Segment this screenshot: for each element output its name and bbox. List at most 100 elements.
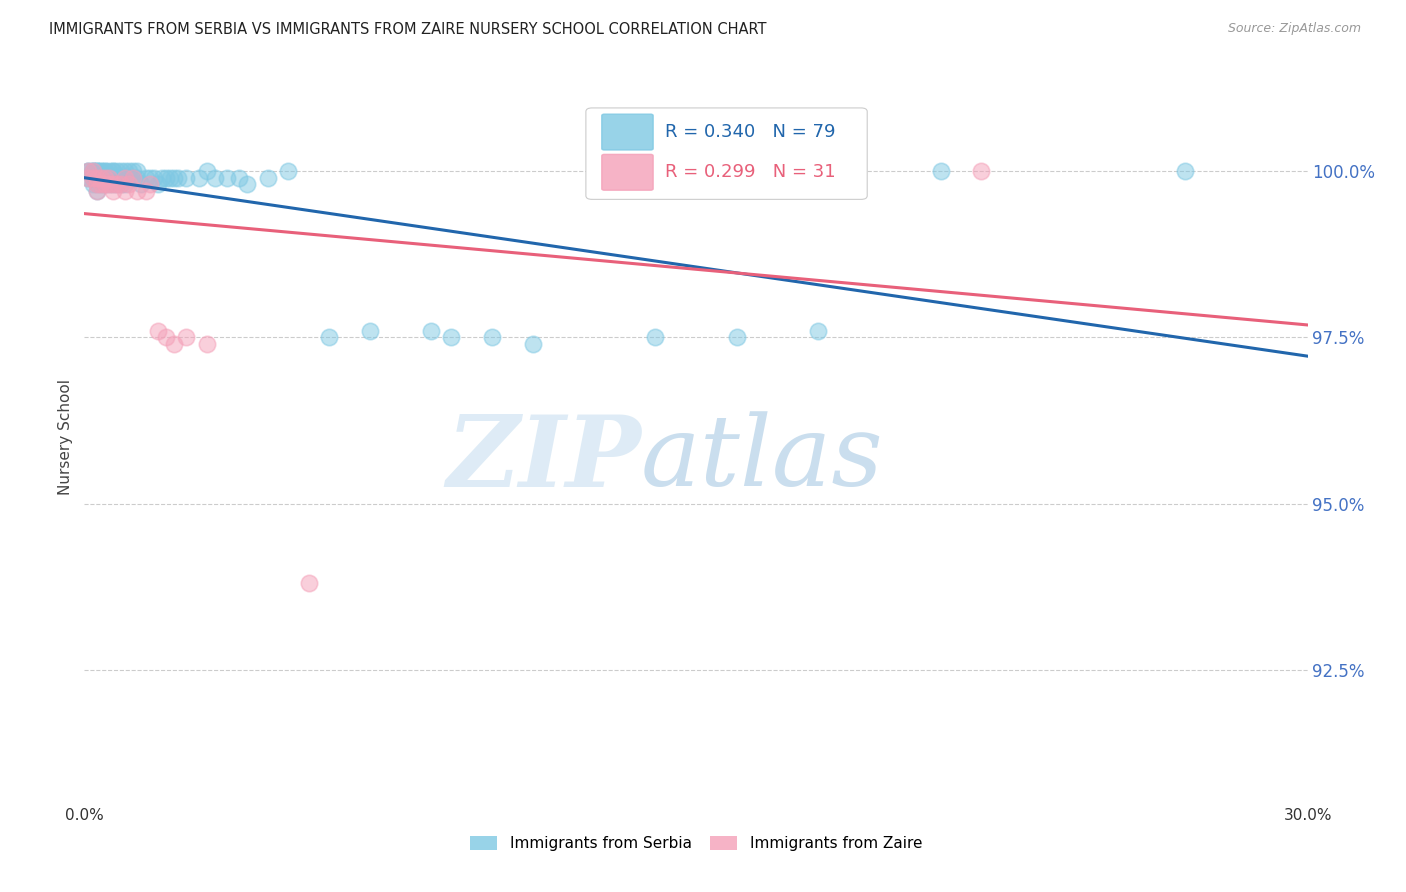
Point (77, 164, 100, 178)
Point (97, 178, 120, 192)
Point (127, 170, 149, 185)
Point (86, 164, 108, 178)
Text: ZIP: ZIP (446, 411, 641, 508)
Point (163, 170, 186, 185)
Point (138, 178, 160, 192)
Point (82, 170, 104, 185)
Point (440, 330, 463, 344)
Point (195, 164, 218, 178)
Point (127, 184, 149, 198)
Text: R = 0.340   N = 79: R = 0.340 N = 79 (665, 123, 837, 141)
Text: atlas: atlas (641, 411, 884, 507)
Point (644, 330, 666, 344)
FancyBboxPatch shape (602, 114, 654, 150)
Text: Source: ZipAtlas.com: Source: ZipAtlas.com (1227, 22, 1361, 36)
Point (970, 164, 993, 178)
Point (138, 170, 160, 185)
Point (142, 170, 165, 185)
Point (90, 178, 112, 192)
Point (82, 164, 104, 178)
Point (135, 170, 157, 185)
Point (93, 164, 115, 178)
Point (97, 170, 120, 185)
Point (110, 178, 132, 192)
Y-axis label: Nursery School: Nursery School (58, 379, 73, 495)
Point (101, 170, 124, 185)
Point (127, 164, 149, 178)
Point (86, 170, 108, 185)
Point (118, 178, 141, 192)
Point (135, 184, 157, 198)
Point (146, 324, 169, 338)
Point (155, 330, 177, 344)
Point (481, 330, 503, 344)
Point (82, 178, 104, 192)
Point (105, 178, 128, 192)
Point (105, 164, 128, 178)
Point (86, 184, 108, 198)
Point (114, 170, 136, 185)
Point (97, 178, 120, 192)
Point (86, 170, 108, 185)
Legend: Immigrants from Serbia, Immigrants from Zaire: Immigrants from Serbia, Immigrants from … (464, 830, 928, 857)
Point (90, 164, 112, 178)
Point (1174, 164, 1197, 178)
Point (77, 170, 100, 185)
Point (101, 184, 124, 198)
Point (122, 164, 145, 178)
Point (86, 178, 108, 192)
Point (155, 170, 177, 185)
Point (101, 178, 124, 192)
Point (110, 170, 132, 185)
Point (217, 170, 239, 185)
Point (86, 184, 108, 198)
Point (228, 170, 250, 185)
Point (90, 170, 112, 185)
Point (159, 170, 181, 185)
Point (420, 324, 443, 338)
Point (101, 164, 124, 178)
Point (359, 324, 381, 338)
Point (118, 170, 141, 185)
Point (101, 164, 124, 178)
Point (114, 164, 136, 178)
Text: R = 0.299   N = 31: R = 0.299 N = 31 (665, 163, 837, 181)
Text: IMMIGRANTS FROM SERBIA VS IMMIGRANTS FROM ZAIRE NURSERY SCHOOL CORRELATION CHART: IMMIGRANTS FROM SERBIA VS IMMIGRANTS FRO… (49, 22, 766, 37)
Point (146, 178, 169, 192)
Point (90, 170, 112, 185)
Point (318, 330, 340, 344)
Point (90, 164, 112, 178)
Point (77, 164, 100, 178)
Point (93, 178, 115, 192)
Point (86, 178, 108, 192)
Point (114, 184, 136, 198)
Point (101, 178, 124, 192)
Point (114, 170, 136, 185)
Point (277, 164, 299, 178)
Point (150, 170, 173, 185)
Point (82, 164, 104, 178)
Point (86, 170, 108, 185)
Point (122, 170, 145, 185)
Point (97, 164, 120, 178)
Point (77, 164, 100, 178)
Point (725, 330, 748, 344)
Point (174, 170, 197, 185)
Point (131, 178, 153, 192)
Point (82, 164, 104, 178)
Point (82, 164, 104, 178)
Point (167, 170, 190, 185)
Point (82, 170, 104, 185)
Point (522, 337, 544, 351)
Point (110, 164, 132, 178)
Point (122, 170, 145, 185)
Point (90, 178, 112, 192)
FancyBboxPatch shape (586, 108, 868, 200)
Point (86, 164, 108, 178)
FancyBboxPatch shape (602, 154, 654, 190)
Point (236, 178, 259, 192)
Point (114, 170, 136, 185)
Point (90, 170, 112, 185)
Point (187, 170, 209, 185)
Point (195, 337, 218, 351)
